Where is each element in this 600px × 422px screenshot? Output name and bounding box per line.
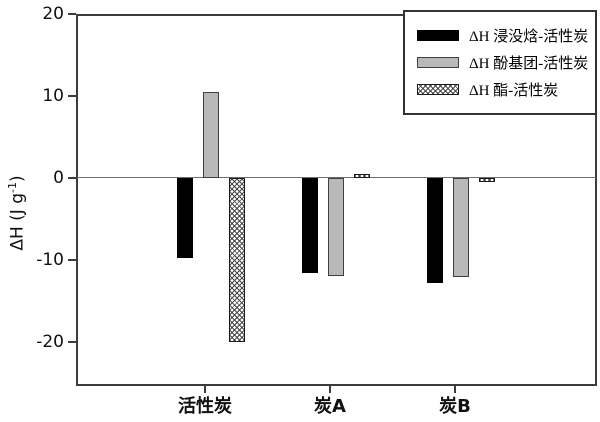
y-axis-tick xyxy=(68,259,76,261)
zero-baseline xyxy=(77,177,596,178)
y-axis-tick xyxy=(68,341,76,343)
bar-ΔH 酯-活性炭-炭B xyxy=(479,178,495,183)
x-axis-category-label: 炭A xyxy=(314,396,346,417)
y-axis-title-prefix: ΔH (J g xyxy=(7,192,28,251)
y-axis-tick xyxy=(68,95,76,97)
y-axis-tick xyxy=(68,177,76,179)
x-axis-tick xyxy=(454,386,456,393)
bar-ΔH 酚基团-活性炭-炭B xyxy=(453,178,469,278)
y-axis-tick-label: -10 xyxy=(36,249,64,270)
y-axis-tick-label: -20 xyxy=(36,331,64,352)
bar-ΔH 浸没焓-活性炭-炭A xyxy=(302,178,318,274)
legend-label: ΔH 酚基团-活性炭 xyxy=(469,56,589,72)
bar-ΔH 酚基团-活性炭-炭A xyxy=(328,178,344,277)
legend-row: ΔH 浸没焓-活性炭 xyxy=(417,26,595,46)
y-axis-tick xyxy=(68,13,76,15)
bar-ΔH 浸没焓-活性炭-活性炭 xyxy=(177,178,193,259)
bar-ΔH 酯-活性炭-活性炭 xyxy=(229,178,245,342)
legend-swatch-crosshatch xyxy=(417,84,459,95)
y-axis-tick-label: 20 xyxy=(42,3,64,24)
legend-row: ΔH 酚基团-活性炭 xyxy=(417,53,595,73)
legend-swatch-black xyxy=(417,30,459,41)
bar-ΔH 酯-活性炭-炭A xyxy=(354,173,370,178)
legend-label: ΔH 浸没焓-活性炭 xyxy=(469,29,589,45)
y-axis-tick-label: 0 xyxy=(53,167,64,188)
legend-label: ΔH 酯-活性炭 xyxy=(469,83,559,99)
x-axis-tick xyxy=(204,386,206,393)
legend: ΔH 浸没焓-活性炭 ΔH 酚基团-活性炭 ΔH 酯-活性炭 xyxy=(403,10,597,115)
y-axis-tick-label: 10 xyxy=(42,85,64,106)
x-axis-category-label: 活性炭 xyxy=(178,396,232,417)
legend-swatch-gray xyxy=(417,57,459,68)
x-axis-category-label: 炭B xyxy=(439,396,471,417)
bar-ΔH 酚基团-活性炭-活性炭 xyxy=(203,91,219,178)
legend-row: ΔH 酯-活性炭 xyxy=(417,80,595,100)
y-axis-title: ΔH (J g-1) xyxy=(6,113,28,313)
x-axis-tick xyxy=(329,386,331,393)
bar-ΔH 浸没焓-活性炭-炭B xyxy=(427,178,443,283)
